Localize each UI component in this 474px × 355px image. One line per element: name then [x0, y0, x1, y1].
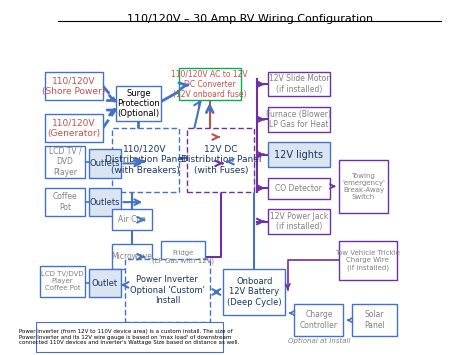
Text: 110/120V – 30 Amp RV Wiring Configuration: 110/120V – 30 Amp RV Wiring Configuratio… — [127, 14, 373, 24]
FancyBboxPatch shape — [268, 209, 330, 234]
FancyBboxPatch shape — [45, 72, 103, 100]
Text: Power Inverter
Optional 'Custom'
Install: Power Inverter Optional 'Custom' Install — [130, 275, 205, 305]
FancyBboxPatch shape — [179, 68, 241, 100]
FancyBboxPatch shape — [90, 269, 120, 297]
FancyBboxPatch shape — [90, 149, 120, 178]
Text: Solar
Panel: Solar Panel — [364, 311, 385, 330]
Text: 110/120V AC to 12V
DC Converter
(12V onboard fuse): 110/120V AC to 12V DC Converter (12V onb… — [172, 69, 248, 99]
Text: Surge
Protection
(Optional): Surge Protection (Optional) — [117, 89, 160, 119]
Text: 110/120V
Distribution Panel
(with Breakers): 110/120V Distribution Panel (with Breake… — [105, 145, 185, 175]
FancyBboxPatch shape — [125, 258, 210, 322]
FancyBboxPatch shape — [187, 128, 254, 192]
FancyBboxPatch shape — [352, 304, 397, 336]
FancyBboxPatch shape — [112, 209, 152, 230]
Text: LCD TV/DVD
Player
Coffee Pot: LCD TV/DVD Player Coffee Pot — [41, 272, 84, 291]
FancyBboxPatch shape — [112, 128, 179, 192]
Text: 12V DC
Distribution Panel
(with Fuses): 12V DC Distribution Panel (with Fuses) — [181, 145, 261, 175]
FancyBboxPatch shape — [268, 178, 330, 199]
FancyBboxPatch shape — [45, 188, 85, 216]
Text: 12V lights: 12V lights — [274, 149, 323, 160]
Text: 12V Power Jack
(if installed): 12V Power Jack (if installed) — [270, 212, 328, 231]
FancyBboxPatch shape — [45, 114, 103, 142]
FancyBboxPatch shape — [339, 160, 388, 213]
Text: 110/120V
(Generator): 110/120V (Generator) — [47, 119, 100, 138]
FancyBboxPatch shape — [268, 72, 330, 97]
FancyBboxPatch shape — [45, 146, 85, 178]
Text: Charge
Controller: Charge Controller — [300, 311, 338, 330]
Text: Air Con: Air Con — [118, 215, 146, 224]
Text: Tow Vehicle Trickle
Charge Wire
(if installed): Tow Vehicle Trickle Charge Wire (if inst… — [336, 250, 401, 271]
Text: Fridge
(LP Gas with 12V): Fridge (LP Gas with 12V) — [152, 250, 214, 263]
Text: Outlets: Outlets — [90, 159, 120, 168]
Text: Coffee
Pot: Coffee Pot — [53, 192, 77, 212]
FancyBboxPatch shape — [223, 269, 285, 315]
FancyBboxPatch shape — [90, 188, 120, 216]
Text: Onboard
12V Battery
(Deep Cycle): Onboard 12V Battery (Deep Cycle) — [227, 277, 282, 307]
FancyBboxPatch shape — [268, 107, 330, 132]
FancyBboxPatch shape — [116, 86, 161, 121]
FancyBboxPatch shape — [40, 266, 85, 297]
FancyBboxPatch shape — [36, 322, 223, 352]
Text: Towing
'emergency'
Break-Away
Switch: Towing 'emergency' Break-Away Switch — [342, 173, 385, 200]
Text: Outlet: Outlet — [92, 279, 118, 288]
Text: 110/120V
(Shore Power): 110/120V (Shore Power) — [42, 76, 105, 95]
Text: Furnace (Blower)
LP Gas for Heat: Furnace (Blower) LP Gas for Heat — [266, 110, 331, 129]
FancyBboxPatch shape — [268, 142, 330, 167]
Text: Microwave: Microwave — [111, 252, 152, 261]
FancyBboxPatch shape — [112, 245, 152, 269]
FancyBboxPatch shape — [294, 304, 343, 336]
Text: Optional at Install: Optional at Install — [288, 338, 350, 344]
FancyBboxPatch shape — [161, 241, 205, 273]
Text: 12V Slide Motor
(if installed): 12V Slide Motor (if installed) — [269, 75, 329, 94]
Text: LCD TV /
DVD
Player: LCD TV / DVD Player — [49, 147, 81, 176]
Text: Power Inverter (from 12V to 110V device area) is a custom install. The size of
P: Power Inverter (from 12V to 110V device … — [19, 329, 240, 345]
Text: Outlets: Outlets — [90, 198, 120, 207]
FancyBboxPatch shape — [339, 241, 397, 280]
Text: CO Detector: CO Detector — [275, 184, 322, 192]
